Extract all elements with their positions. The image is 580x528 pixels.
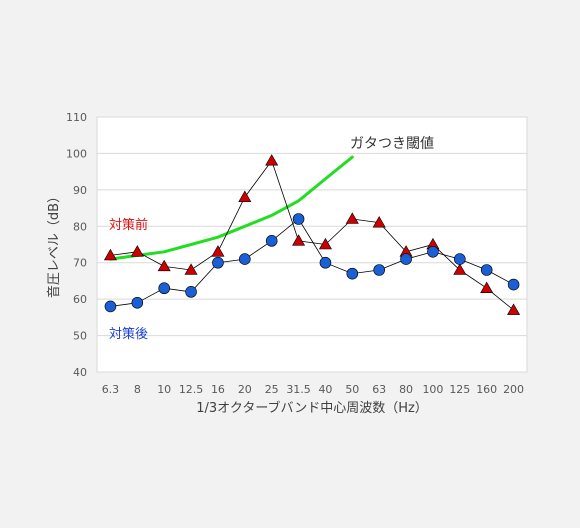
x-tick-label: 50: [345, 383, 359, 396]
data-point-after: [158, 282, 170, 295]
series-layer: [103, 154, 521, 315]
data-point-after: [212, 256, 224, 269]
data-point-after: [480, 264, 493, 276]
plot-area: [96, 116, 528, 373]
annotation-after: 対策後: [109, 326, 148, 342]
data-point-before: [345, 212, 359, 224]
annotation-threshold: ガタつき閾値: [350, 136, 434, 152]
y-tick-label: 80: [73, 220, 87, 233]
x-tick-label: 25: [265, 383, 279, 396]
x-tick-label: 8: [134, 383, 141, 396]
data-point-after: [104, 300, 117, 313]
data-point-before: [265, 154, 279, 166]
x-tick-label: 16: [211, 383, 225, 396]
x-tick-label: 125: [449, 383, 470, 396]
data-point-before: [184, 263, 198, 275]
data-point-before: [507, 303, 521, 315]
y-tick-label: 50: [73, 330, 87, 343]
data-point-after: [454, 253, 466, 265]
y-tick-label: 70: [73, 257, 87, 270]
data-point-after: [131, 296, 144, 309]
data-point-before: [318, 237, 332, 250]
y-axis-label: 音圧レベル（dB）: [46, 190, 62, 298]
data-point-after: [373, 264, 385, 276]
data-point-after: [239, 253, 251, 265]
data-point-after: [265, 235, 278, 247]
y-tick-label: 100: [66, 147, 87, 160]
x-tick-label: 63: [372, 383, 386, 396]
series-line-after: [110, 218, 514, 307]
data-point-after: [400, 253, 412, 265]
x-tick-label: 12.5: [179, 383, 204, 396]
data-point-after: [427, 245, 439, 258]
x-tick-label: 200: [503, 383, 524, 396]
x-tick-label: 20: [238, 383, 252, 396]
x-tick-label: 80: [399, 383, 413, 396]
y-tick-labels: 40 50 60 70 80 90 100 110: [66, 111, 87, 379]
data-point-after: [346, 267, 359, 280]
x-tick-label: 6.3: [102, 383, 120, 396]
y-tick-label: 60: [73, 293, 87, 306]
x-tick-label: 160: [476, 383, 497, 396]
annotation-before: 対策前: [109, 217, 148, 233]
series-line-before: [110, 159, 514, 311]
data-point-before: [157, 259, 171, 272]
data-point-before: [292, 234, 306, 246]
data-point-before: [130, 245, 144, 257]
data-point-before: [238, 190, 252, 202]
data-point-after: [507, 278, 520, 291]
y-tick-label: 40: [73, 366, 87, 379]
data-point-after: [292, 213, 305, 225]
data-point-before: [480, 281, 494, 294]
data-point-before: [453, 263, 467, 275]
x-tick-labels: 6.3 8 10 12.5 16 20 25 31.5 40 50 63 80 100 125 160 200: [102, 383, 524, 396]
data-point-before: [103, 248, 117, 261]
x-tick-label: 100: [422, 383, 443, 396]
series-line-threshold: [108, 155, 354, 261]
y-tick-label: 90: [73, 184, 87, 197]
x-tick-label: 10: [157, 383, 171, 396]
data-point-before: [372, 216, 386, 228]
data-point-after: [319, 256, 332, 269]
y-tick-label: 110: [66, 111, 87, 124]
x-tick-label: 31.5: [286, 383, 311, 396]
x-tick-label: 40: [318, 383, 332, 396]
x-axis-label: 1/3オクターブバンド中心周波数（Hz）: [196, 400, 428, 416]
data-point-after: [185, 286, 197, 298]
data-point-before: [211, 245, 225, 257]
